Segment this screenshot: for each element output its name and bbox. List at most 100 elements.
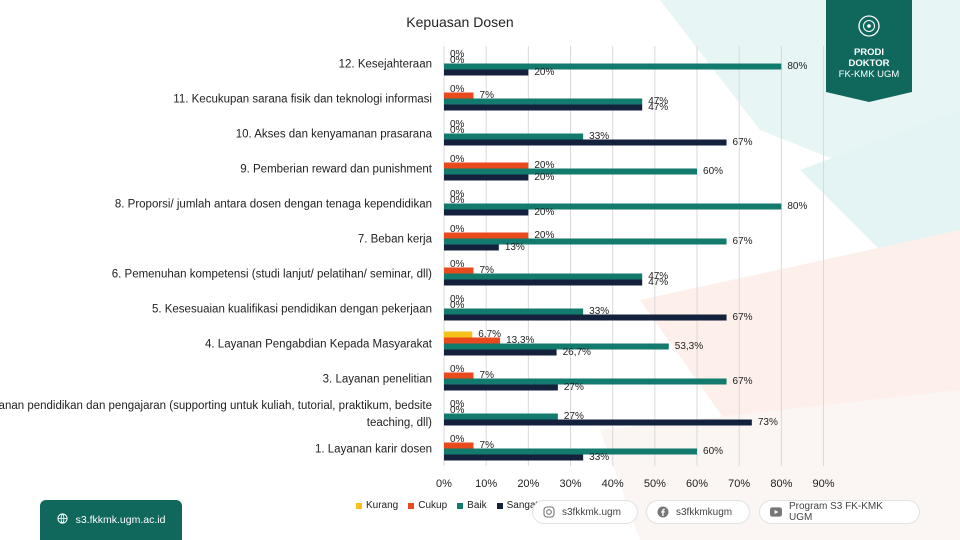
bar	[444, 133, 584, 140]
data-label: 7%	[480, 370, 495, 381]
data-label: 0%	[450, 405, 465, 416]
category-label: 6. Pemenuhan kompetensi (studi lanjut/ p…	[112, 269, 432, 281]
x-tick-label: 80%	[770, 478, 792, 490]
category-label: 7. Beban kerja	[358, 234, 433, 246]
bar	[444, 162, 529, 169]
x-tick-label: 30%	[559, 478, 581, 490]
youtube-icon	[770, 506, 782, 518]
bar	[444, 267, 474, 274]
bar	[444, 232, 529, 239]
category-label: 3. Layanan penelitian	[323, 374, 432, 386]
prodi-logo: PRODI DOKTOR FK-KMK UGM	[826, 0, 912, 102]
legend-label: Baik	[467, 500, 487, 511]
data-label: 0%	[450, 189, 465, 200]
data-label: 7%	[480, 90, 495, 101]
legend-swatch	[408, 502, 415, 509]
bar	[444, 244, 499, 251]
data-label: 7%	[480, 440, 495, 451]
data-label: 20%	[534, 207, 554, 218]
data-label: 20%	[534, 67, 554, 78]
data-label: 6,7%	[478, 329, 501, 340]
website-url: s3.fkkmk.ugm.ac.id	[75, 514, 166, 526]
legend-item-baik: Baik	[457, 500, 487, 511]
bar	[444, 314, 727, 321]
bar	[444, 273, 643, 280]
legend-swatch	[457, 502, 464, 509]
data-label: 73%	[758, 417, 778, 428]
legend-swatch	[356, 502, 362, 509]
data-label: 60%	[703, 166, 723, 177]
bar	[444, 168, 698, 175]
bar	[444, 331, 473, 338]
bar	[444, 419, 752, 426]
bar	[444, 63, 782, 70]
data-label: 0%	[450, 224, 465, 235]
data-label: 60%	[703, 446, 723, 457]
bar	[444, 69, 529, 76]
category-label: 5. Kesesuaian kualifikasi pendidikan den…	[152, 304, 432, 316]
instagram-icon	[543, 506, 555, 518]
data-label: 20%	[534, 230, 554, 241]
bar	[444, 378, 727, 385]
facebook-link[interactable]: s3fkkmkugm	[646, 500, 750, 524]
x-tick-label: 10%	[475, 478, 497, 490]
data-label: 0%	[450, 399, 465, 410]
instagram-link[interactable]: s3fkkmk.ugm	[532, 500, 638, 524]
data-label: 0%	[450, 125, 465, 136]
data-label: 0%	[450, 434, 465, 445]
category-label: 2. Layanan pendidikan dan pengajaran (su…	[0, 400, 432, 412]
bar	[444, 384, 558, 391]
bar	[444, 337, 501, 344]
data-label: 47%	[648, 96, 668, 107]
data-label: 80%	[787, 201, 807, 212]
data-label: 0%	[450, 84, 465, 95]
bar	[444, 238, 727, 245]
category-label: 9. Pemberian reward dan punishment	[240, 164, 433, 176]
bar	[444, 92, 474, 99]
bar	[444, 139, 727, 146]
data-label: 0%	[450, 259, 465, 270]
data-label: 67%	[733, 236, 753, 247]
data-label: 13,3%	[506, 335, 534, 346]
x-tick-label: 40%	[602, 478, 624, 490]
data-label: 20%	[534, 160, 554, 171]
bar	[444, 413, 558, 420]
data-label: 47%	[648, 271, 668, 282]
bar	[444, 174, 529, 181]
bar	[444, 203, 782, 210]
logo-line-2: DOKTOR	[848, 58, 890, 69]
chart-title: Kepuasan Dosen	[406, 14, 514, 30]
data-label: 47%	[648, 102, 668, 113]
data-label: 27%	[564, 411, 584, 422]
data-label: 0%	[450, 294, 465, 305]
category-label: 11. Kecukupan sarana fisik dan teknologi…	[173, 94, 432, 106]
category-label: 8. Proporsi/ jumlah antara dosen dengan …	[115, 199, 432, 211]
data-label: 26,7%	[563, 347, 591, 358]
x-tick-label: 20%	[517, 478, 539, 490]
bar	[444, 343, 669, 350]
data-label: 0%	[450, 195, 465, 206]
category-label: 10. Akses dan kenyamanan prasarana	[236, 129, 433, 141]
data-label: 33%	[589, 306, 609, 317]
youtube-link[interactable]: Program S3 FK-KMK UGM	[759, 500, 920, 524]
instagram-handle: s3fkkmk.ugm	[562, 506, 621, 518]
x-tick-label: 70%	[728, 478, 750, 490]
category-label: teaching, dll)	[367, 417, 432, 429]
bar	[444, 279, 643, 286]
data-label: 0%	[450, 154, 465, 165]
data-label: 80%	[787, 61, 807, 72]
x-tick-label: 60%	[686, 478, 708, 490]
data-label: 67%	[733, 376, 753, 387]
x-tick-label: 90%	[813, 478, 835, 490]
bar	[444, 448, 698, 455]
category-label: 1. Layanan karir dosen	[315, 444, 432, 456]
bar	[444, 349, 557, 356]
facebook-icon	[657, 506, 669, 518]
bar	[444, 454, 584, 461]
bar	[444, 209, 529, 216]
data-label: 13%	[505, 242, 525, 253]
chart-legend: Kurang Cukup Baik Sangat Baik	[356, 500, 561, 511]
website-badge[interactable]: s3.fkkmk.ugm.ac.id	[40, 500, 182, 540]
legend-item-kurang: Kurang	[356, 500, 398, 511]
category-label: 12. Kesejahteraan	[339, 59, 432, 71]
